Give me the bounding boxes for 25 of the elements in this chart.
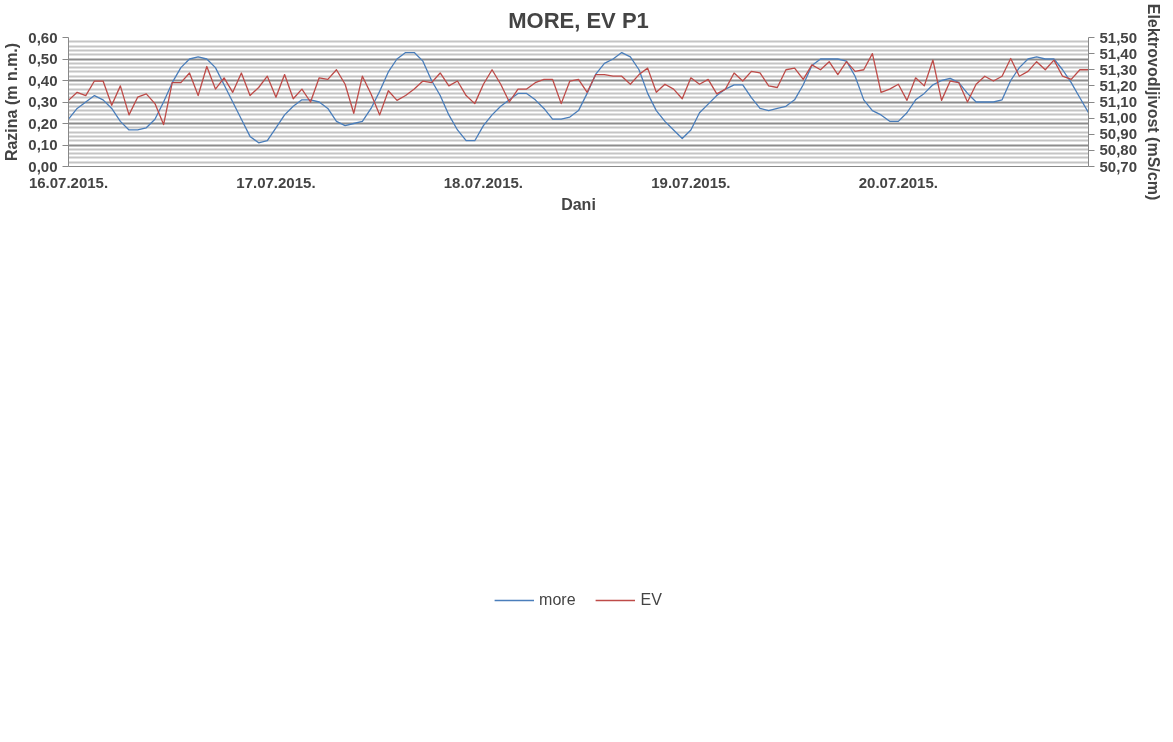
legend-label: EV [640,591,662,609]
x-tick-label: 19.07.2015. [651,173,731,191]
y-tick-label: 0,00 [28,157,58,175]
legend-label: more [539,591,576,609]
chart-title: MORE, EV P1 [508,7,649,33]
x-tick-label: 17.07.2015. [236,173,316,191]
y-tick-label: 0,60 [28,28,58,46]
y-tick-label: 0,50 [28,50,58,67]
y2-tick-label: 51,10 [1099,93,1138,110]
y2-tick-label: 50,90 [1099,125,1138,143]
y2-tick-label: 51,50 [1099,28,1138,46]
line-series [68,51,1089,144]
y-tick-label: 0,10 [28,136,58,153]
x-tick-label: 20.07.2015. [858,173,938,191]
line-series [68,52,1089,126]
y2-axis-title: Elektrovodljivost (mS/cm) [1145,3,1163,201]
y2-tick-label: 50,80 [1099,141,1138,159]
y-tick-label: 0,40 [28,71,58,89]
y-tick-label: 0,20 [28,114,58,132]
y-axis-title: Razina (m n.m.) [3,42,21,162]
y2-tick-label: 51,00 [1099,109,1138,127]
y2-tick-label: 50,70 [1099,157,1138,175]
x-tick-label: 18.07.2015. [443,173,524,191]
y-tick-label: 0,30 [28,93,58,110]
x-axis-title: Dani [561,195,596,213]
